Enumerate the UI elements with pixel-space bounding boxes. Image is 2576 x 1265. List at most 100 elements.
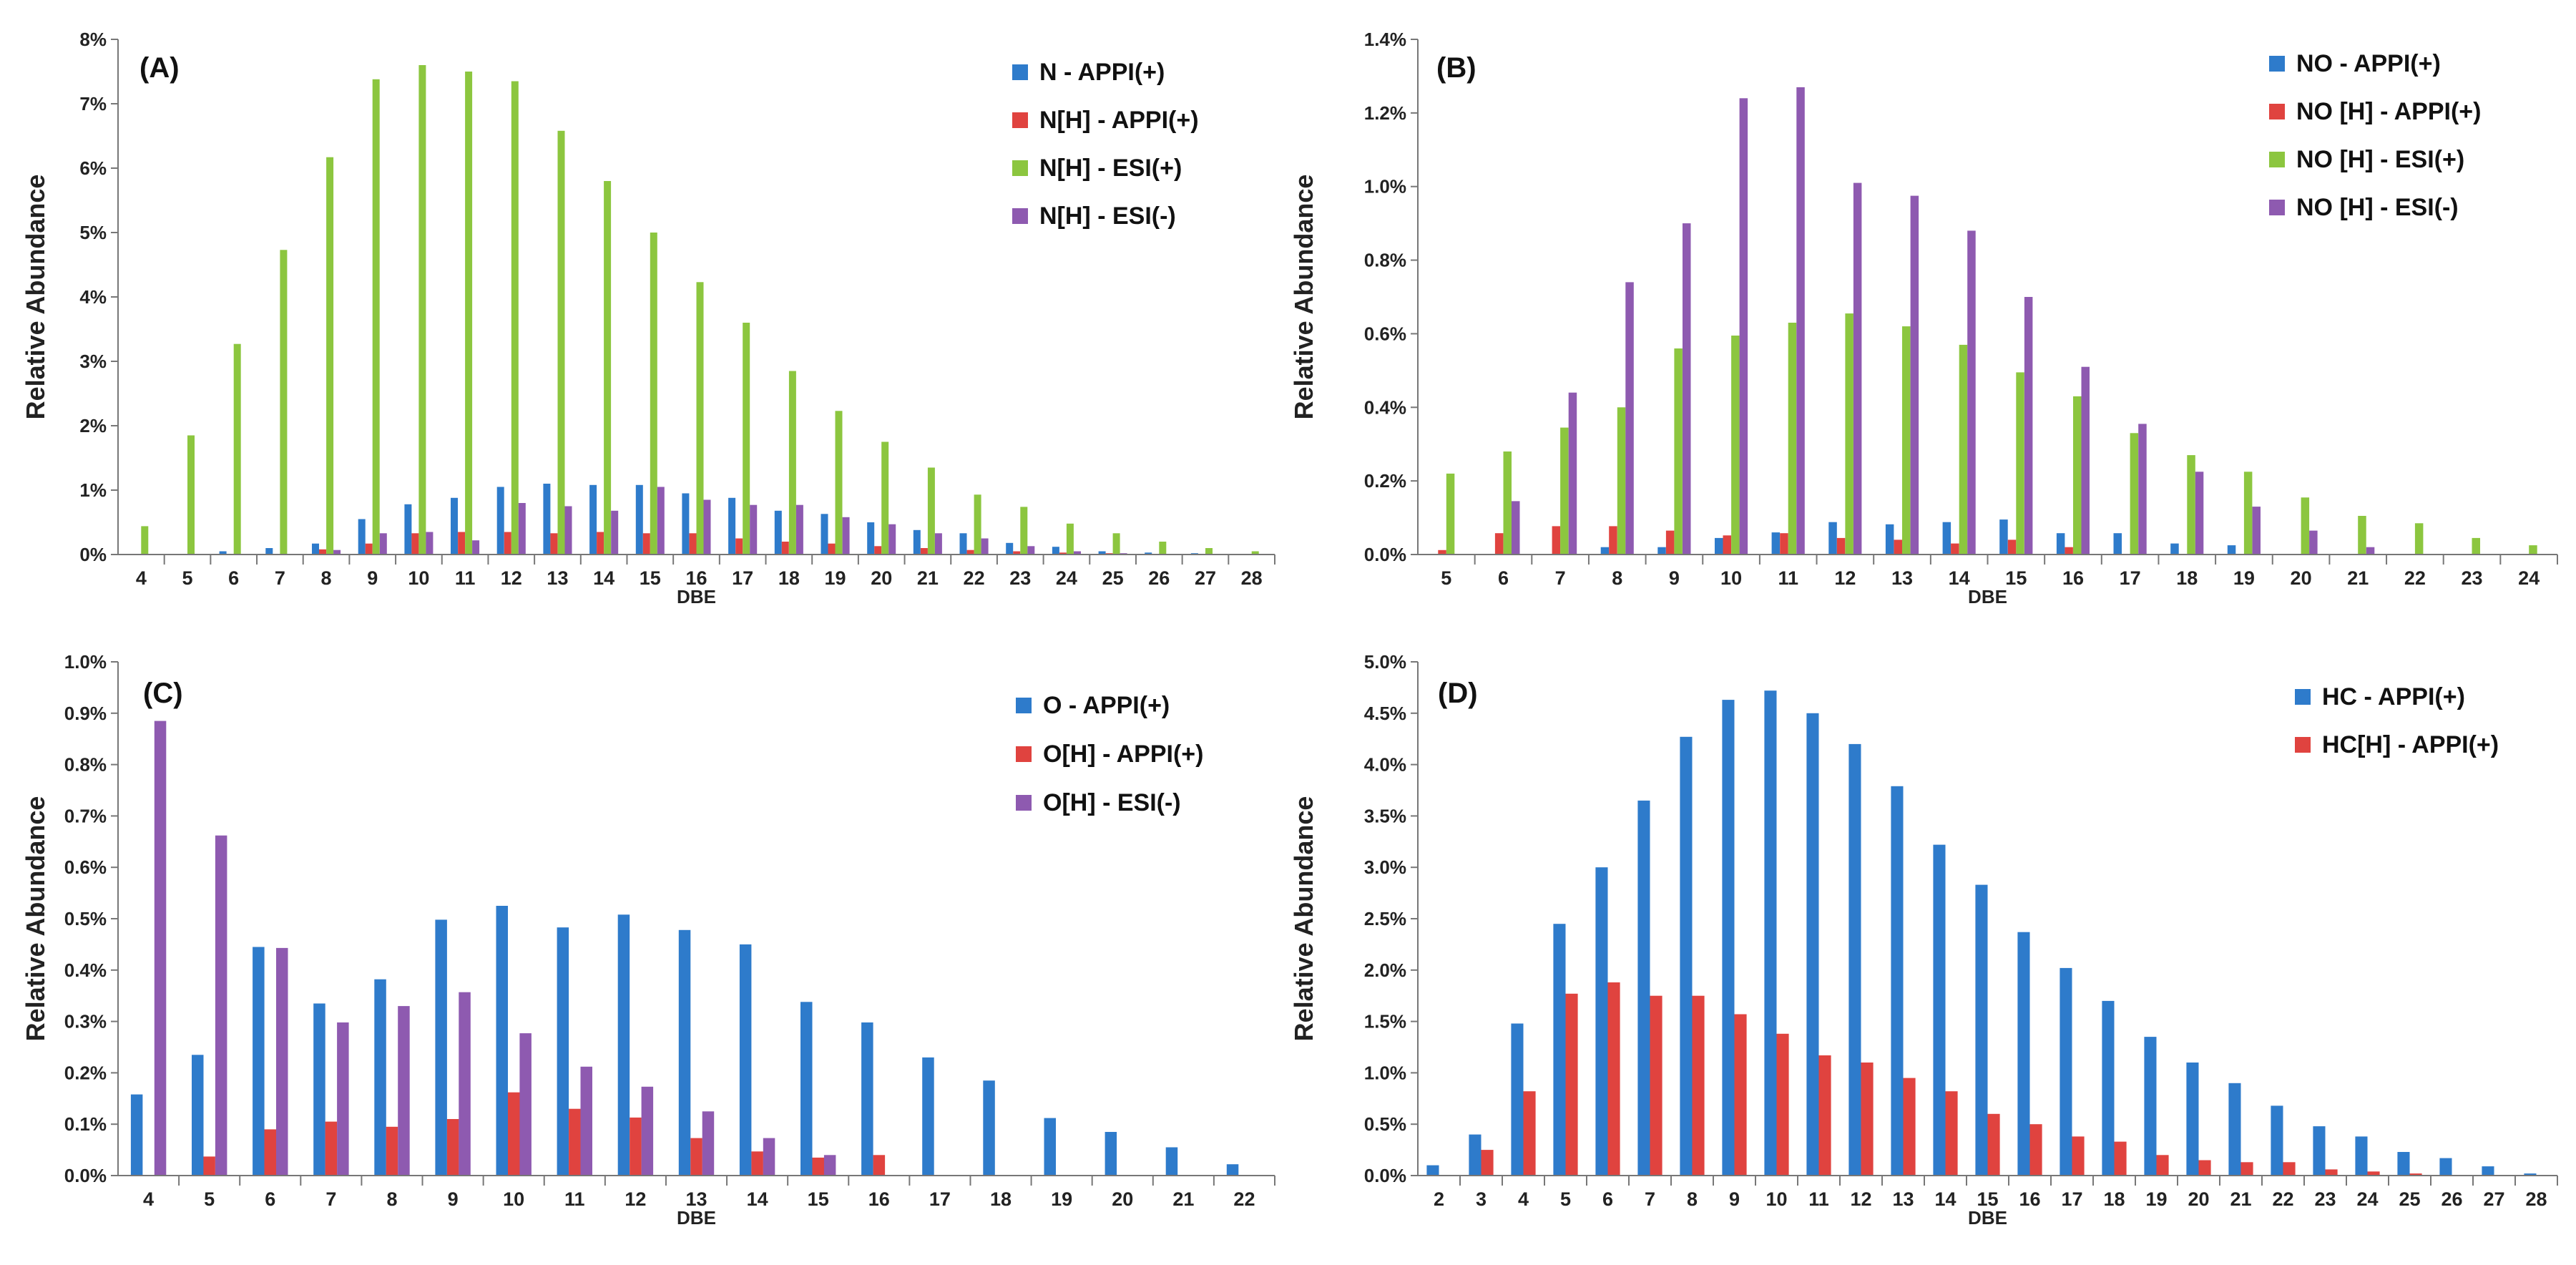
legend-label: N - APPI(+) [1039, 59, 1165, 86]
bar [597, 532, 604, 555]
x-tick-label: 25 [2399, 1188, 2420, 1210]
y-tick-label: 1.5% [1364, 1011, 1406, 1032]
bar [276, 947, 288, 1176]
legend-swatch [1016, 698, 1032, 713]
x-tick-label: 20 [2291, 567, 2312, 589]
bar [2065, 547, 2073, 555]
x-tick-label: 12 [501, 567, 522, 589]
bar [1885, 524, 1894, 555]
y-tick-label: 1.0% [1364, 1062, 1406, 1083]
y-tick-label: 0.4% [64, 959, 107, 981]
y-tick-label: 4% [79, 286, 107, 308]
x-tick-label: 6 [1602, 1188, 1613, 1210]
legend-swatch [2269, 200, 2285, 215]
x-tick-label: 24 [2518, 567, 2540, 589]
bar [1933, 844, 1946, 1176]
bar [1074, 551, 1081, 555]
y-tick-label: 1.0% [64, 651, 107, 673]
bar [1512, 501, 1520, 555]
bar [974, 494, 981, 555]
bar [1112, 533, 1120, 555]
bar [326, 157, 334, 555]
x-tick-label: 15 [2005, 567, 2027, 589]
bar [219, 551, 227, 555]
bar [319, 549, 326, 555]
legend-swatch [1012, 160, 1028, 176]
legend-swatch [2269, 56, 2285, 72]
bar [557, 130, 565, 555]
bar [966, 550, 974, 555]
bar [617, 914, 630, 1176]
y-tick-label: 8% [79, 29, 107, 50]
bar [1903, 1078, 1916, 1176]
bar [920, 548, 928, 555]
bar [1503, 451, 1512, 555]
bar [496, 906, 508, 1176]
bar [1560, 427, 1569, 555]
bar [696, 282, 704, 555]
x-tick-label: 13 [547, 567, 568, 589]
legend-swatch [2295, 737, 2311, 753]
x-tick-label: 16 [868, 1188, 890, 1210]
bar [2170, 543, 2179, 555]
y-tick-label: 1% [79, 479, 107, 501]
bar [1568, 392, 1577, 555]
bar [1426, 1165, 1439, 1176]
bar [1739, 98, 1748, 555]
bar [2529, 545, 2537, 555]
bar [333, 550, 341, 555]
y-tick-label: 2% [79, 415, 107, 436]
y-tick-label: 0.5% [1364, 1113, 1406, 1135]
bar [2301, 497, 2310, 555]
x-tick-label: 6 [228, 567, 239, 589]
x-tick-label: 17 [2061, 1188, 2082, 1210]
x-tick-label: 10 [503, 1188, 524, 1210]
bar [1145, 552, 1152, 555]
y-tick-label: 0.5% [64, 908, 107, 929]
y-tick-label: 5.0% [1364, 651, 1406, 673]
bar [739, 944, 752, 1176]
x-tick-label: 18 [2103, 1188, 2125, 1210]
legend-swatch [1012, 64, 1028, 80]
bar [650, 233, 657, 555]
bar [1665, 530, 1675, 555]
y-tick-label: 0.0% [64, 1165, 107, 1186]
x-tick-label: 13 [685, 1188, 707, 1210]
x-tick-label: 8 [386, 1188, 397, 1210]
bar [1059, 552, 1067, 555]
bar [1600, 547, 1610, 555]
legend-label: NO [H] - ESI(+) [2296, 146, 2464, 173]
bar [1902, 326, 1911, 555]
bar [1105, 1132, 1117, 1176]
y-tick-label: 6% [79, 157, 107, 179]
x-tick-label: 4 [136, 567, 147, 589]
y-tick-label: 0.8% [1364, 250, 1406, 271]
x-tick-label: 15 [640, 567, 661, 589]
bar [372, 79, 380, 555]
x-tick-label: 11 [1808, 1188, 1829, 1210]
bar [1098, 551, 1106, 555]
y-axis-title: Relative Abundance [1289, 796, 1318, 1042]
bar [2138, 424, 2147, 555]
legend-label: HC - APPI(+) [2322, 683, 2465, 710]
y-tick-label: 3% [79, 351, 107, 372]
bar [1494, 533, 1504, 555]
legend-label: N[H] - APPI(+) [1039, 107, 1199, 134]
bar [1987, 1113, 2000, 1176]
x-tick-label: 10 [1720, 567, 1742, 589]
bar [1052, 547, 1059, 555]
legend-label: N[H] - ESI(+) [1039, 155, 1182, 182]
x-tick-label: 23 [1009, 567, 1031, 589]
bar [1650, 995, 1662, 1176]
bar [1251, 551, 1259, 555]
bar [888, 524, 896, 555]
bar [1481, 1150, 1494, 1176]
bar [735, 538, 743, 555]
bar [1951, 543, 1959, 555]
x-tick-label: 5 [1441, 567, 1451, 589]
panel-label: (C) [143, 678, 183, 709]
y-axis-title: Relative Abundance [21, 175, 50, 420]
bar [800, 1002, 813, 1176]
bar [934, 533, 942, 555]
